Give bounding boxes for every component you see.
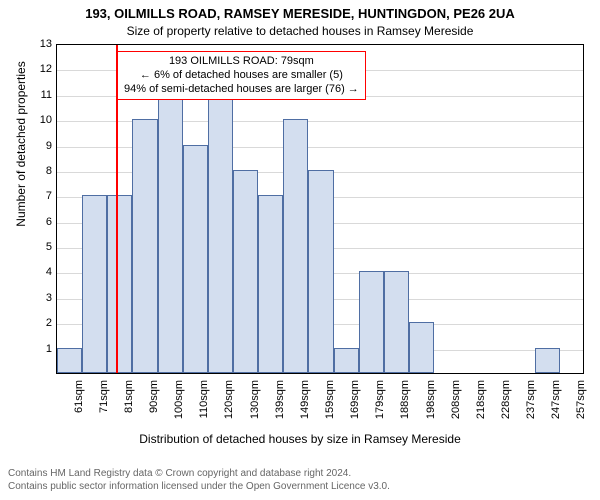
histogram-bar [409,322,434,373]
chart-subtitle: Size of property relative to detached ho… [0,24,600,38]
footnote: Contains HM Land Registry data © Crown c… [8,468,390,493]
y-tick-label: 12 [24,63,52,75]
y-tick-label: 11 [24,89,52,101]
histogram-bar [82,195,107,373]
y-tick-label: 9 [24,140,52,152]
y-tick-label: 13 [24,38,52,50]
annotation-line: ← 6% of detached houses are smaller (5) [124,69,359,83]
histogram-bar [535,348,560,373]
histogram-bar [208,94,233,373]
histogram-bar [233,170,258,373]
histogram-bar [158,94,183,373]
y-tick-label: 2 [24,317,52,329]
histogram-bar [132,119,157,373]
histogram-bar [258,195,283,373]
y-tick-label: 8 [24,165,52,177]
y-tick-label: 3 [24,292,52,304]
y-tick-label: 6 [24,216,52,228]
histogram-bar [283,119,308,373]
annotation-line: 193 OILMILLS ROAD: 79sqm [124,55,359,69]
y-tick-label: 7 [24,190,52,202]
annotation-line: 94% of semi-detached houses are larger (… [124,83,359,97]
histogram-bar [359,271,384,373]
y-tick-label: 5 [24,241,52,253]
plot-area: 193 OILMILLS ROAD: 79sqm← 6% of detached… [56,44,584,374]
histogram-bar [308,170,333,373]
histogram-bar [334,348,359,373]
annotation-box: 193 OILMILLS ROAD: 79sqm← 6% of detached… [117,51,366,100]
histogram-bar [384,271,409,373]
histogram-bar [107,195,132,373]
histogram-bar [57,348,82,373]
footnote-line1: Contains HM Land Registry data © Crown c… [8,468,390,481]
y-tick-label: 10 [24,114,52,126]
footnote-line2: Contains public sector information licen… [8,481,390,494]
x-axis-label: Distribution of detached houses by size … [0,432,600,446]
chart-title: 193, OILMILLS ROAD, RAMSEY MERESIDE, HUN… [0,6,600,21]
y-tick-label: 4 [24,266,52,278]
y-tick-label: 1 [24,343,52,355]
x-tick-label: 257sqm [575,380,600,419]
histogram-bar [183,145,208,373]
